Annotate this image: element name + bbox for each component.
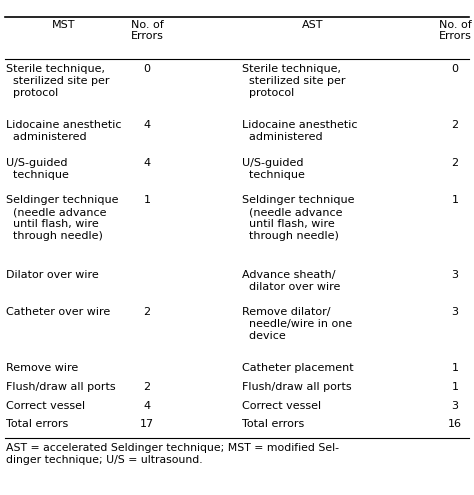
Text: 1: 1	[452, 195, 458, 205]
Text: 1: 1	[144, 195, 150, 205]
Text: Flush/draw all ports: Flush/draw all ports	[242, 382, 351, 392]
Text: MST: MST	[52, 20, 76, 30]
Text: Correct vessel: Correct vessel	[6, 401, 85, 411]
Text: No. of
Errors: No. of Errors	[438, 20, 472, 42]
Text: 2: 2	[143, 307, 151, 317]
Text: No. of
Errors: No. of Errors	[130, 20, 164, 42]
Text: 0: 0	[452, 64, 458, 74]
Text: 4: 4	[143, 158, 151, 168]
Text: Lidocaine anesthetic
  administered: Lidocaine anesthetic administered	[6, 120, 121, 143]
Text: 3: 3	[452, 401, 458, 411]
Text: AST = accelerated Seldinger technique; MST = modified Sel-
dinger technique; U/S: AST = accelerated Seldinger technique; M…	[6, 443, 339, 465]
Text: Flush/draw all ports: Flush/draw all ports	[6, 382, 115, 392]
Text: 16: 16	[448, 419, 462, 429]
Text: 1: 1	[452, 382, 458, 392]
Text: Lidocaine anesthetic
  administered: Lidocaine anesthetic administered	[242, 120, 357, 143]
Text: Catheter over wire: Catheter over wire	[6, 307, 110, 317]
Text: 2: 2	[451, 120, 459, 130]
Text: Seldinger technique
  (needle advance
  until flash, wire
  through needle): Seldinger technique (needle advance unti…	[6, 195, 118, 241]
Text: Correct vessel: Correct vessel	[242, 401, 321, 411]
Text: 3: 3	[452, 307, 458, 317]
Text: Sterile technique,
  sterilized site per
  protocol: Sterile technique, sterilized site per p…	[242, 64, 345, 99]
Text: Remove wire: Remove wire	[6, 363, 78, 373]
Text: Catheter placement: Catheter placement	[242, 363, 353, 373]
Text: 3: 3	[452, 270, 458, 280]
Text: 0: 0	[144, 64, 150, 74]
Text: U/S-guided
  technique: U/S-guided technique	[242, 158, 305, 180]
Text: Total errors: Total errors	[6, 419, 68, 429]
Text: Total errors: Total errors	[242, 419, 304, 429]
Text: 2: 2	[143, 382, 151, 392]
Text: 17: 17	[140, 419, 154, 429]
Text: Remove dilator/
  needle/wire in one
  device: Remove dilator/ needle/wire in one devic…	[242, 307, 352, 341]
Text: 4: 4	[143, 401, 151, 411]
Text: 4: 4	[143, 120, 151, 130]
Text: Sterile technique,
  sterilized site per
  protocol: Sterile technique, sterilized site per p…	[6, 64, 109, 99]
Text: Seldinger technique
  (needle advance
  until flash, wire
  through needle): Seldinger technique (needle advance unti…	[242, 195, 354, 241]
Text: 1: 1	[452, 363, 458, 373]
Text: 2: 2	[451, 158, 459, 168]
Text: AST: AST	[302, 20, 324, 30]
Text: Advance sheath/
  dilator over wire: Advance sheath/ dilator over wire	[242, 270, 340, 292]
Text: U/S-guided
  technique: U/S-guided technique	[6, 158, 69, 180]
Text: Dilator over wire: Dilator over wire	[6, 270, 99, 280]
